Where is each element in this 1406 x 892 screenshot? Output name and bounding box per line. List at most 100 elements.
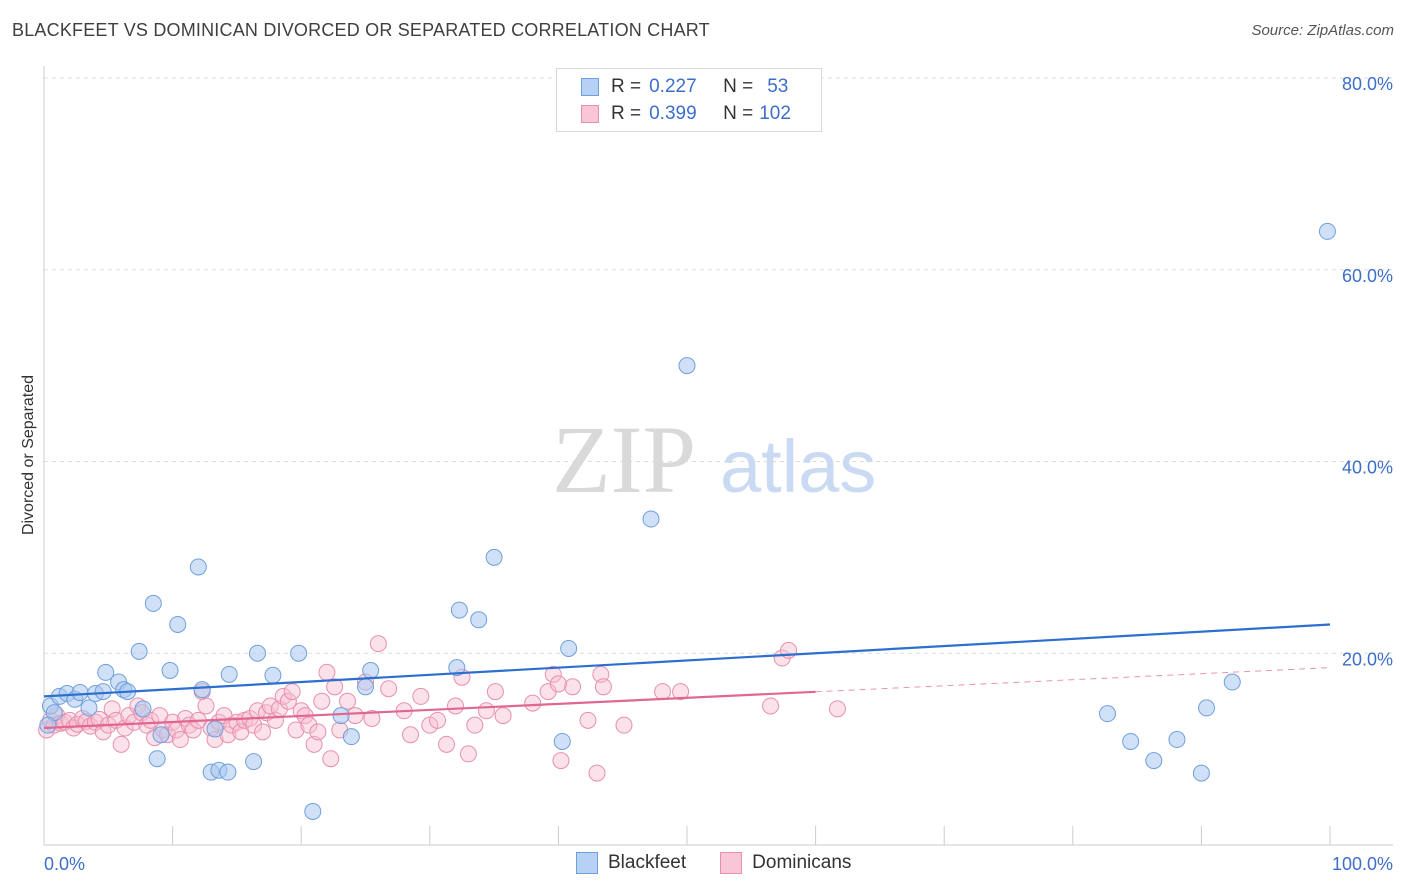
blackfeet-point <box>290 644 308 662</box>
blackfeet-point <box>189 558 207 576</box>
blackfeet-point <box>193 681 211 699</box>
dominicans-trend-extension <box>815 667 1331 693</box>
blackfeet-point <box>362 662 380 680</box>
blackfeet-point <box>134 700 152 718</box>
legend-r-label: R = <box>611 76 642 97</box>
y-tick-label: 40.0% <box>1342 458 1393 478</box>
dominicans-point <box>477 702 495 720</box>
blackfeet-point <box>1318 222 1336 240</box>
blackfeet-point <box>678 357 696 375</box>
dominicans-point <box>438 735 456 753</box>
dominicans-point <box>544 665 562 683</box>
dominicans-trend-line <box>43 690 816 730</box>
dominicans-point <box>287 721 305 739</box>
blackfeet-point <box>152 726 170 744</box>
blackfeet-point <box>1168 731 1186 749</box>
blackfeet-point <box>219 763 237 781</box>
dominicans-point <box>322 750 340 768</box>
dominicans-point <box>672 683 690 701</box>
y-tick-label: 60.0% <box>1342 266 1393 286</box>
dominicans-point <box>402 726 420 744</box>
blackfeet-point <box>1122 732 1140 750</box>
dominicans-point <box>594 678 612 696</box>
dominicans-point <box>300 716 318 734</box>
dominicans-point <box>363 709 381 727</box>
legend-r-label: R = <box>611 103 642 124</box>
bottom-legend-blackfeet: Blackfeet <box>576 852 686 874</box>
legend-r-value: 0.227 <box>649 76 697 97</box>
blackfeet-point <box>553 732 571 750</box>
legend-r-value: 0.399 <box>649 103 697 124</box>
watermark-zip: ZIP <box>552 406 696 513</box>
dominicans-point <box>494 707 512 725</box>
chart-title: BLACKFEET VS DOMINICAN DIVORCED OR SEPAR… <box>12 20 710 40</box>
grid-layer <box>44 77 1393 654</box>
blackfeet-point <box>264 666 282 684</box>
y-tick-label: 80.0% <box>1342 74 1393 94</box>
dominicans-point <box>549 675 567 693</box>
dominicans-point <box>524 694 542 712</box>
blackfeet-point <box>450 601 468 619</box>
axis-layer: 20.0% 40.0% 60.0% 80.0% 0.0% 100.0% <box>43 66 1393 874</box>
dominicans-point <box>762 697 780 715</box>
blackfeet-point <box>448 659 466 677</box>
blackfeet-point <box>71 684 89 702</box>
blackfeet-swatch <box>581 78 599 96</box>
dominicans-point <box>459 745 477 763</box>
blackfeet-point <box>1099 705 1117 723</box>
blackfeet-point <box>332 707 350 725</box>
dominicans-point <box>254 723 272 741</box>
dominicans-point <box>274 687 292 705</box>
dominicans-point <box>326 678 344 696</box>
blackfeet-point <box>357 678 374 696</box>
dominicans-point <box>197 697 215 715</box>
bottom-legend-label: Dominicans <box>752 852 852 873</box>
blackfeet-point <box>560 639 578 657</box>
dominicans-point <box>346 707 364 725</box>
blackfeet-point <box>1198 699 1216 717</box>
blackfeet-point <box>206 720 224 738</box>
dominicans-swatch <box>720 852 743 874</box>
dominicans-point <box>564 678 582 696</box>
legend-row-dominicans: R = 0.399 N = 102 <box>557 101 791 127</box>
watermark-atlas: atlas <box>720 425 876 508</box>
dominicans-point <box>412 687 430 705</box>
blackfeet-point <box>144 594 162 612</box>
dominicans-point <box>615 716 633 734</box>
blackfeet-point <box>304 802 322 820</box>
blackfeet-points <box>39 222 1336 820</box>
legend: R = 0.227 N = 53 R = 0.399 N = 102 <box>556 68 822 132</box>
dominicans-point <box>369 635 387 653</box>
dominicans-point <box>313 692 331 710</box>
dominicans-point <box>283 683 301 701</box>
dominicans-point <box>338 692 356 710</box>
dominicans-point <box>579 711 597 729</box>
dominicans-point <box>828 700 846 718</box>
source-label: Source: ZipAtlas.com <box>1251 22 1394 39</box>
blackfeet-point <box>80 699 98 717</box>
dominicans-point <box>552 752 570 770</box>
dominicans-point <box>112 735 130 753</box>
dominicans-point <box>318 663 336 681</box>
legend-row-blackfeet: R = 0.227 N = 53 <box>557 74 788 100</box>
dominicans-point <box>309 723 327 741</box>
blackfeet-point <box>94 683 112 701</box>
blackfeet-point <box>1223 673 1241 691</box>
legend-n-value: 53 <box>767 76 789 97</box>
x-tick-label: 100.0% <box>1332 854 1393 874</box>
blackfeet-point <box>1145 752 1163 770</box>
dominicans-point <box>654 683 672 701</box>
blackfeet-point <box>169 615 187 633</box>
y-axis-title: Divorced or Separated <box>20 375 37 535</box>
bottom-legend-label: Blackfeet <box>608 852 687 873</box>
dominicans-point <box>380 680 398 698</box>
blackfeet-swatch <box>576 852 598 874</box>
dominicans-point <box>223 716 241 734</box>
blackfeet-point <box>642 510 660 528</box>
blackfeet-point <box>342 728 360 746</box>
dominicans-point <box>486 683 504 701</box>
blackfeet-point <box>248 644 266 662</box>
blackfeet-point <box>130 642 148 660</box>
blackfeet-point <box>470 611 488 629</box>
